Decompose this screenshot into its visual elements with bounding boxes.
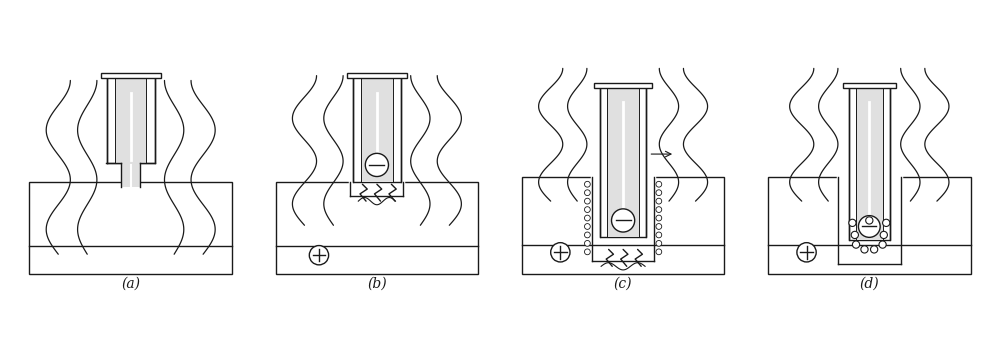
Circle shape [656, 224, 662, 229]
Circle shape [584, 207, 590, 212]
Bar [347, 73, 407, 78]
Circle shape [656, 207, 662, 212]
Bar [276, 182, 478, 274]
Bar [843, 82, 896, 88]
Bar [600, 85, 646, 237]
Bar [107, 76, 155, 162]
Circle shape [797, 242, 816, 262]
Bar [607, 85, 639, 237]
Text: (d): (d) [859, 276, 879, 290]
Bar [594, 82, 652, 88]
Circle shape [858, 216, 880, 237]
Circle shape [584, 240, 590, 246]
Circle shape [612, 209, 635, 232]
Circle shape [883, 219, 890, 227]
Circle shape [656, 240, 662, 246]
Circle shape [656, 249, 662, 255]
Circle shape [584, 232, 590, 238]
Bar [115, 76, 146, 162]
Circle shape [866, 217, 873, 224]
Circle shape [656, 190, 662, 196]
Bar [849, 85, 890, 240]
Circle shape [309, 246, 329, 265]
Circle shape [879, 241, 886, 248]
Circle shape [656, 215, 662, 221]
Circle shape [861, 246, 868, 253]
Circle shape [849, 219, 856, 227]
Circle shape [551, 242, 570, 262]
Circle shape [584, 224, 590, 229]
Bar [121, 162, 140, 187]
Bar [522, 177, 724, 274]
Circle shape [584, 190, 590, 196]
Text: (b): (b) [367, 276, 387, 290]
Circle shape [852, 241, 860, 248]
Circle shape [584, 198, 590, 204]
Circle shape [880, 231, 887, 239]
Circle shape [584, 181, 590, 187]
Circle shape [871, 246, 878, 253]
Bar [101, 73, 161, 78]
Circle shape [584, 249, 590, 255]
Circle shape [365, 153, 388, 177]
Circle shape [851, 231, 858, 239]
Circle shape [584, 215, 590, 221]
Bar [856, 85, 883, 240]
Circle shape [656, 198, 662, 204]
Circle shape [656, 181, 662, 187]
Bar [361, 76, 393, 182]
Text: (a): (a) [121, 276, 140, 290]
Bar [768, 177, 971, 274]
Bar [353, 76, 401, 182]
Circle shape [656, 232, 662, 238]
Text: (c): (c) [614, 276, 632, 290]
Bar [29, 182, 232, 274]
